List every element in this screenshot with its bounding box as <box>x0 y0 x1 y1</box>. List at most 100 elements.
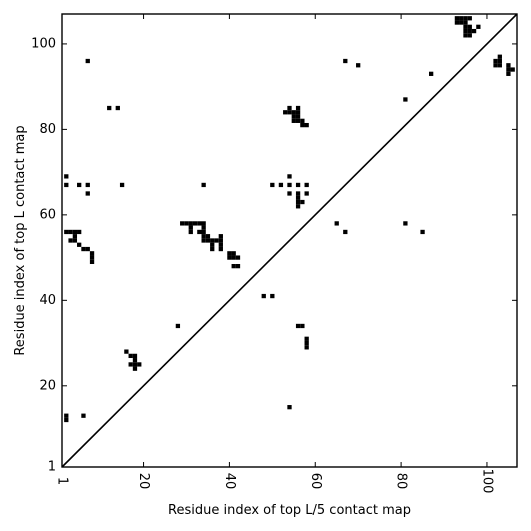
contact-cell-top-l <box>287 182 292 188</box>
contact-cell-top-l <box>295 105 301 111</box>
contact-cell-top-l <box>467 28 472 34</box>
contact-cell-top-l5 <box>89 255 95 260</box>
contact-cell-top-l <box>287 191 292 196</box>
y-tick-label: 100 <box>31 36 56 51</box>
contact-cell-top-l <box>295 199 301 205</box>
contact-cell-top-l5 <box>403 221 408 226</box>
diagonal-line <box>61 13 518 468</box>
contact-cell-top-l <box>64 182 69 188</box>
contact-cell-top-l5 <box>72 229 78 235</box>
contact-cell-top-l5 <box>261 293 266 299</box>
contact-cell-top-l5 <box>180 221 185 226</box>
contact-cell-top-l5 <box>72 234 78 239</box>
contact-cell-top-l <box>304 122 309 128</box>
contact-cell-top-l <box>201 182 206 188</box>
contact-cell-top-l <box>287 110 292 115</box>
contact-cell-top-l <box>119 182 125 188</box>
y-tick-label: 20 <box>39 378 56 393</box>
contact-cell-top-l <box>467 24 472 29</box>
contact-cell-top-l5 <box>334 221 339 226</box>
y-axis-ticks: 1 20 40 60 80 100 <box>31 36 517 475</box>
contact-cell-top-l <box>107 105 112 111</box>
contact-cell-top-l <box>471 28 477 34</box>
contact-cell-top-l5 <box>72 238 78 243</box>
contact-cell-top-l <box>85 58 90 64</box>
contact-cell-top-l5 <box>420 229 425 235</box>
contact-cell-top-l <box>454 20 460 25</box>
x-axis-label: Residue index of top L/5 contact map <box>168 503 411 518</box>
contact-cell-top-l <box>429 71 434 76</box>
y-tick-label: 80 <box>39 122 56 137</box>
contact-cell-top-l <box>506 63 511 68</box>
contact-cell-top-l <box>459 20 464 25</box>
x-tick-label: 40 <box>222 473 237 490</box>
contact-cell-top-l <box>304 191 309 196</box>
contact-cell-top-l5 <box>132 358 138 363</box>
contact-cells <box>64 16 515 423</box>
contact-cell-top-l <box>403 97 408 102</box>
contact-cell-top-l <box>115 105 120 111</box>
contact-cell-top-l <box>77 182 82 188</box>
x-tick-label: 100 <box>479 469 494 494</box>
contact-cell-top-l5 <box>205 238 211 243</box>
contact-cell-top-l <box>85 182 90 188</box>
contact-cell-top-l <box>300 118 305 123</box>
plot-frame <box>61 13 518 468</box>
x-tick-label: 80 <box>394 473 409 490</box>
contact-cell-top-l <box>295 114 301 119</box>
contact-cell-top-l5 <box>210 242 215 247</box>
contact-cell-top-l5 <box>81 246 86 252</box>
contact-cell-top-l5 <box>85 246 90 252</box>
contact-cell-top-l <box>476 24 481 29</box>
contact-cell-top-l <box>304 182 309 188</box>
contact-cell-top-l5 <box>304 340 309 346</box>
contact-cell-top-l5 <box>270 293 275 299</box>
x-tick-label: 1 <box>55 477 70 485</box>
contact-cell-top-l5 <box>300 323 305 329</box>
contact-cell-top-l5 <box>197 229 202 235</box>
contact-cell-top-l <box>463 33 468 38</box>
contact-cell-top-l <box>291 114 296 119</box>
contact-cell-top-l <box>278 182 284 188</box>
contact-cell-top-l5 <box>218 246 223 252</box>
y-axis-label: Residue index of top L contact map <box>13 125 28 355</box>
contact-cell-top-l5 <box>184 221 189 226</box>
contact-cell-top-l5 <box>201 238 206 243</box>
contact-cell-top-l5 <box>227 251 232 256</box>
contact-cell-top-l5 <box>132 362 138 367</box>
contact-cell-top-l <box>295 204 301 209</box>
contact-cell-top-l5 <box>188 221 193 226</box>
contact-cell-top-l5 <box>201 225 206 230</box>
contact-cell-top-l5 <box>218 242 223 247</box>
contact-cell-top-l <box>510 67 515 72</box>
contact-cell-top-l <box>459 16 464 21</box>
contact-cell-top-l <box>64 174 69 179</box>
contact-cell-top-l <box>295 118 301 123</box>
contact-cell-top-l5 <box>89 259 95 265</box>
contact-cell-top-l <box>287 105 292 111</box>
contact-cell-top-l <box>467 33 472 38</box>
contact-cell-top-l <box>295 110 301 115</box>
contact-cell-top-l <box>300 122 305 128</box>
contact-cell-top-l5 <box>287 405 292 410</box>
contact-cell-top-l5 <box>175 323 181 329</box>
contact-cell-top-l <box>291 110 296 115</box>
y-tick-label: 1 <box>48 460 56 475</box>
contact-cell-top-l5 <box>201 229 206 235</box>
contact-cell-top-l <box>356 63 361 68</box>
contact-cell-top-l5 <box>197 221 202 226</box>
contact-cell-top-l <box>295 191 301 196</box>
contact-cell-top-l5 <box>132 366 138 371</box>
contact-cell-top-l5 <box>64 413 69 418</box>
contact-cell-top-l <box>493 63 498 68</box>
x-tick-label: 60 <box>308 473 323 490</box>
contact-cell-top-l5 <box>201 221 206 226</box>
contact-cell-top-l5 <box>77 242 82 247</box>
contact-cell-top-l5 <box>231 264 236 269</box>
contact-cell-top-l <box>85 191 90 196</box>
contact-cell-top-l5 <box>81 413 86 418</box>
contact-cell-top-l5 <box>304 345 309 350</box>
contact-cell-top-l5 <box>201 234 206 239</box>
contact-cell-top-l5 <box>343 229 348 235</box>
contact-cell-top-l <box>454 16 460 21</box>
